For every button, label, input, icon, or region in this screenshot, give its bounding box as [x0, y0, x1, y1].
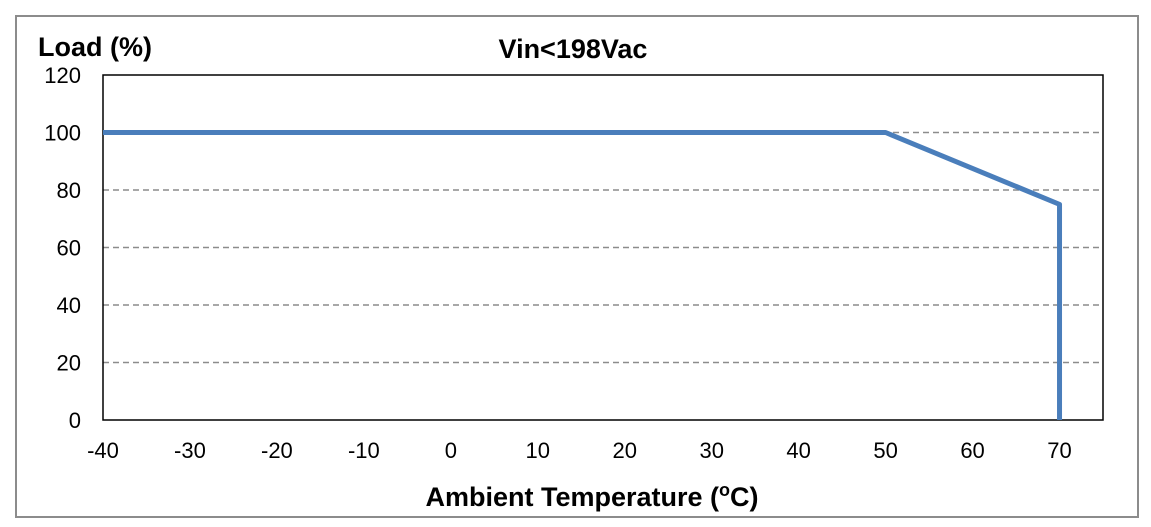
- chart-frame: [15, 15, 1139, 518]
- x-tick-label: 10: [526, 438, 550, 463]
- x-tick-label: -10: [348, 438, 380, 463]
- x-tick-label: 30: [699, 438, 723, 463]
- x-tick-label: 40: [786, 438, 810, 463]
- y-tick-label: 80: [57, 178, 81, 203]
- y-tick-label: 0: [69, 408, 81, 433]
- y-tick-label: 40: [57, 293, 81, 318]
- x-tick-label: 70: [1047, 438, 1071, 463]
- plot-area: [102, 74, 1104, 421]
- y-tick-label: 60: [57, 236, 81, 261]
- series-line: [103, 130, 1063, 420]
- y-tick-label: 120: [44, 63, 81, 88]
- grid-lines: [103, 131, 1103, 364]
- series-layer: [103, 130, 1063, 420]
- x-axis-title: Ambient Temperature (oC): [425, 480, 758, 512]
- x-tick-label: 60: [960, 438, 984, 463]
- axis-ticks: 0 20 40 60 80 100 120 -40 -30 -20 -10 0 10 20 30 40 50 60…: [44, 63, 1071, 463]
- x-tick-label: -30: [174, 438, 206, 463]
- x-axis-title-sup: o: [719, 480, 730, 500]
- y-tick-label: 100: [44, 121, 81, 146]
- x-tick-label: 0: [445, 438, 457, 463]
- x-tick-label: -40: [87, 438, 119, 463]
- y-tick-label: 20: [57, 351, 81, 376]
- x-axis-title-end: C): [730, 482, 759, 512]
- chart-title: Vin<198Vac: [499, 34, 648, 64]
- y-axis-title: Load (%): [38, 32, 152, 62]
- x-axis-title-main: Ambient Temperature (: [425, 482, 719, 512]
- x-tick-label: -20: [261, 438, 293, 463]
- x-tick-label: 20: [612, 438, 636, 463]
- x-tick-label: 50: [873, 438, 897, 463]
